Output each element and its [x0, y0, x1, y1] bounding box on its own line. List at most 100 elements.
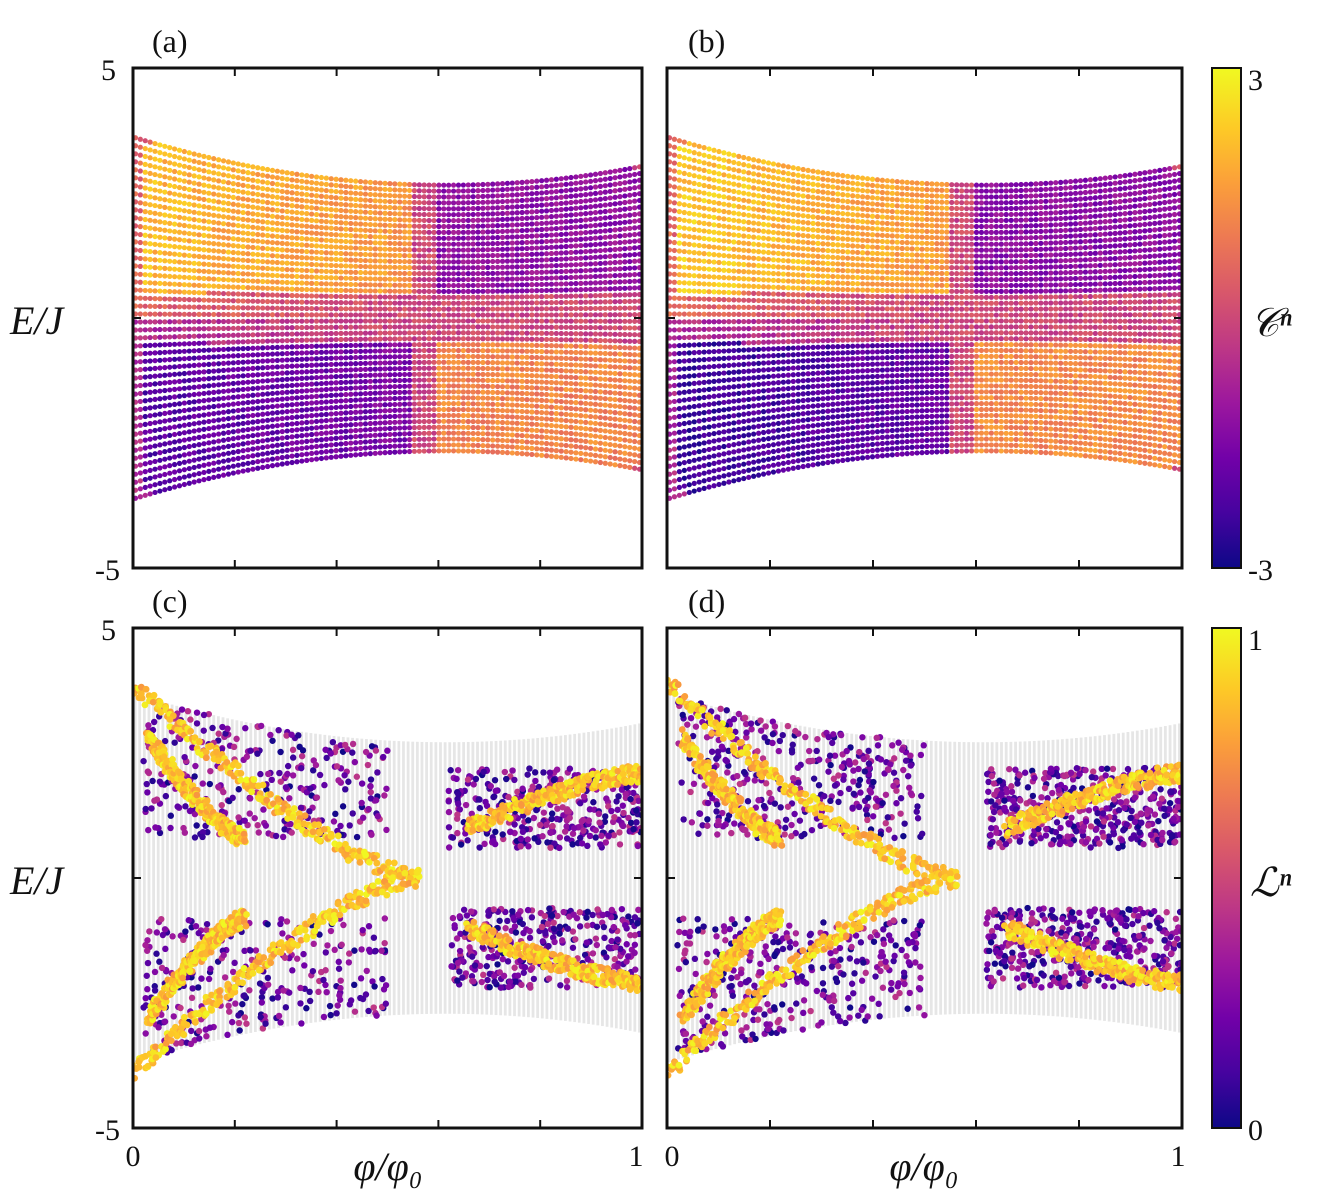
data-point — [397, 395, 403, 401]
data-point — [441, 212, 447, 218]
data-point — [357, 209, 364, 215]
data-point — [191, 158, 197, 164]
data-point — [289, 209, 295, 215]
data-point — [450, 412, 457, 419]
data-point — [416, 359, 422, 365]
data-point — [534, 300, 540, 306]
data-point — [402, 181, 408, 187]
data-point — [191, 304, 197, 310]
data-point — [313, 230, 320, 236]
data-point — [592, 171, 599, 177]
data-point — [529, 215, 535, 221]
data-point — [612, 436, 618, 442]
data-point — [480, 431, 486, 437]
data-point — [602, 370, 608, 376]
data-point — [632, 298, 638, 304]
data-point — [416, 188, 422, 194]
data-point — [377, 210, 383, 216]
data-point — [426, 265, 432, 271]
data-point — [632, 238, 638, 244]
data-point — [490, 431, 496, 437]
data-point — [529, 288, 535, 294]
data-point — [348, 239, 354, 245]
data-point — [524, 360, 530, 366]
data-point — [411, 377, 418, 383]
data-point — [162, 281, 168, 287]
data-point — [421, 418, 427, 425]
data-point — [230, 442, 236, 449]
data-point — [137, 343, 143, 349]
data-point — [274, 188, 280, 194]
data-point — [446, 188, 452, 194]
data-point — [450, 206, 457, 212]
data-point — [206, 397, 212, 403]
data-point — [387, 181, 393, 187]
data-point — [607, 422, 613, 428]
data-point — [612, 351, 618, 357]
data-point — [142, 374, 148, 380]
data-point — [490, 241, 496, 247]
data-point — [612, 455, 618, 461]
data-point — [201, 405, 207, 411]
data-point — [176, 170, 183, 176]
data-point — [402, 395, 408, 401]
data-point — [534, 342, 540, 348]
data-point — [279, 292, 285, 298]
data-point — [348, 403, 354, 410]
data-point — [323, 386, 329, 393]
data-point — [172, 349, 178, 355]
data-point — [686, 334, 692, 340]
data-point — [357, 263, 364, 270]
data-point — [206, 226, 212, 232]
data-point — [152, 202, 158, 209]
data-point — [211, 311, 217, 318]
data-point — [323, 324, 329, 330]
data-point — [514, 372, 520, 378]
data-point — [607, 227, 613, 233]
data-point — [172, 259, 178, 265]
data-point — [627, 385, 633, 391]
data-point — [328, 299, 334, 306]
data-point — [269, 338, 276, 344]
data-point — [450, 294, 457, 300]
data-point — [446, 217, 452, 224]
data-point — [627, 312, 633, 318]
data-point — [465, 365, 471, 371]
data-point — [392, 270, 398, 276]
data-point — [485, 365, 491, 372]
data-point — [382, 300, 388, 306]
data-point — [323, 436, 329, 442]
data-point — [343, 373, 349, 379]
data-point — [289, 357, 295, 363]
data-point — [313, 324, 320, 331]
data-point — [671, 438, 678, 444]
data-point — [592, 312, 599, 318]
data-point — [529, 275, 535, 282]
data-point — [499, 366, 506, 372]
data-point — [499, 222, 506, 229]
data-point — [431, 247, 437, 253]
data-point — [172, 439, 178, 445]
data-point — [387, 324, 393, 330]
data-point — [328, 448, 334, 454]
data-point — [294, 350, 300, 356]
data-point — [573, 337, 579, 343]
data-point — [480, 383, 486, 389]
data-point — [240, 250, 246, 256]
data-point — [387, 425, 393, 432]
data-point — [607, 338, 613, 344]
data-point — [313, 418, 320, 425]
data-point — [235, 222, 241, 229]
data-point — [686, 396, 692, 403]
data-point — [152, 404, 158, 410]
data-point — [230, 174, 236, 180]
data-point — [509, 390, 515, 396]
data-point — [211, 460, 217, 466]
data-point — [397, 312, 403, 318]
data-point — [485, 354, 491, 360]
data-point — [681, 288, 687, 294]
data-point — [460, 424, 466, 430]
data-point — [426, 182, 432, 188]
data-point — [480, 353, 486, 360]
data-point — [186, 355, 192, 361]
